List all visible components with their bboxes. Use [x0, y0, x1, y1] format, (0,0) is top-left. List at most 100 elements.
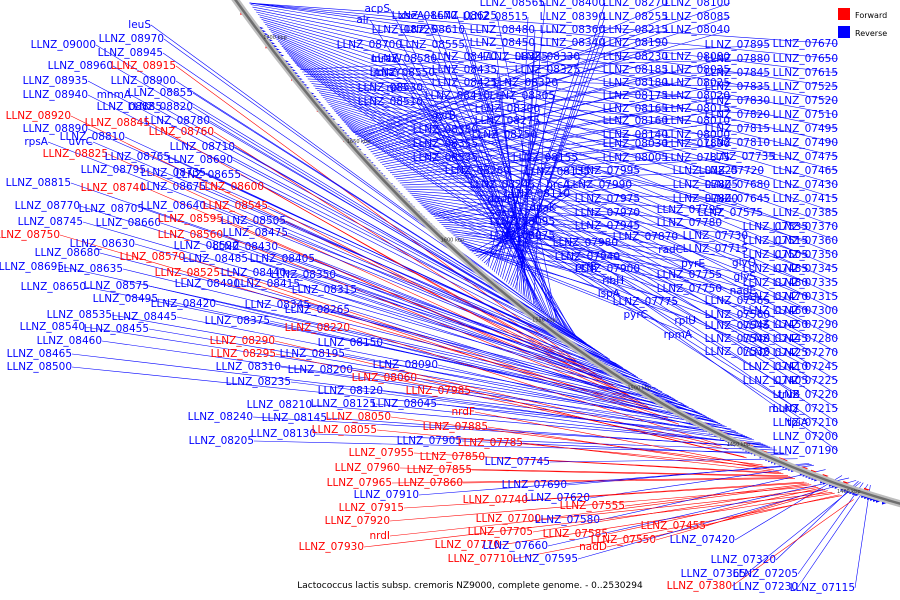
gene-label[interactable]: LLNZ_08485: [183, 253, 248, 265]
gene-label[interactable]: LLNZ_08240: [188, 411, 253, 423]
gene-label[interactable]: LLNZ_08970: [99, 33, 164, 45]
gene-label[interactable]: LLNZ_08575: [84, 280, 149, 292]
gene-label[interactable]: LLNZ_08270: [603, 0, 668, 9]
gene-label[interactable]: LLNZ_08155: [513, 152, 578, 164]
gene-label[interactable]: LLNZ_08325: [515, 64, 580, 76]
gene-label[interactable]: LLNZ_07880: [705, 53, 770, 65]
gene-label[interactable]: LLNZ_07585: [543, 528, 608, 540]
gene-label[interactable]: LLNZ_07970: [575, 207, 640, 219]
gene-label[interactable]: LLNZ_08345: [245, 299, 310, 311]
gene-label[interactable]: LLNZ_08400: [540, 0, 605, 9]
gene-label[interactable]: LLNZ_08085: [665, 11, 730, 23]
gene-label[interactable]: LLNZ_08660: [96, 217, 161, 229]
gene-label[interactable]: LLNZ_08030: [603, 138, 668, 150]
gene-label[interactable]: LLNZ_07380: [667, 580, 732, 592]
gene-label[interactable]: LLNZ_08250: [472, 129, 537, 141]
gene-label[interactable]: LLNZ_08180: [603, 77, 668, 89]
gene-label[interactable]: LLNZ_07955: [349, 447, 414, 459]
gene-label[interactable]: LLNZ_08760: [149, 126, 214, 138]
gene-label[interactable]: LLNZ_07730: [683, 230, 748, 242]
gene-label[interactable]: LLNZ_08220: [285, 322, 350, 334]
gene-label[interactable]: LLNZ_07850: [420, 451, 485, 463]
gene-label[interactable]: LLNZ_07905: [397, 435, 462, 447]
gene-label[interactable]: LLNZ_07460: [743, 305, 808, 317]
gene-label[interactable]: LLNZ_08075: [490, 230, 555, 242]
gene-label[interactable]: nadE: [730, 285, 756, 297]
gene-label[interactable]: LLNZ_07900: [575, 263, 640, 275]
gene-label[interactable]: LLNZ_08470: [432, 51, 497, 63]
gene-label[interactable]: LLNZ_07245: [773, 361, 838, 373]
gene-label[interactable]: LLNZ_08330: [515, 51, 580, 63]
gene-label[interactable]: lspA: [598, 288, 621, 300]
gene-label[interactable]: LLNZ_07365: [681, 568, 746, 580]
gene-label[interactable]: deoD: [487, 193, 515, 205]
gene-label[interactable]: LLNZ_07710: [448, 553, 513, 565]
gene-label[interactable]: LLNZ_07115: [790, 582, 855, 594]
gene-label[interactable]: glyS: [734, 271, 757, 283]
gene-label[interactable]: LLNZ_08465: [7, 348, 72, 360]
gene-label[interactable]: LLNZ_08795: [81, 164, 146, 176]
gene-label[interactable]: ribH: [602, 275, 624, 287]
gene-label[interactable]: LLNZ_07410: [743, 361, 808, 373]
gene-label[interactable]: LLNZ_08420: [151, 298, 216, 310]
gene-label[interactable]: prfB: [575, 261, 597, 273]
gene-label[interactable]: hrcA: [546, 179, 571, 191]
gene-label[interactable]: LLNZ_08050: [326, 411, 391, 423]
gene-label[interactable]: LLNZ_08695: [0, 261, 64, 273]
gene-label[interactable]: LLNZ_07300: [773, 305, 838, 317]
gene-label[interactable]: LLNZ_07520: [773, 95, 838, 107]
gene-label[interactable]: LLNZ_08670: [392, 10, 457, 22]
gene-label[interactable]: LLNZ_08825: [43, 148, 108, 160]
gene-label[interactable]: LLNZ_08410: [425, 90, 490, 102]
gene-label[interactable]: LLNZ_08440: [221, 267, 286, 279]
gene-label[interactable]: LLNZ_08355: [413, 138, 478, 150]
gene-label[interactable]: LLNZ_08890: [23, 123, 88, 135]
gene-label[interactable]: LLNZ_08360: [540, 24, 605, 36]
gene-label[interactable]: LLNZ_08300: [475, 103, 540, 115]
gene-label[interactable]: LLNZ_08480: [470, 24, 535, 36]
gene-label[interactable]: LLNZ_07190: [773, 445, 838, 457]
gene-label[interactable]: LLNZ_07820: [705, 109, 770, 121]
gene-label[interactable]: LLNZ_07660: [483, 540, 548, 552]
gene-label[interactable]: LLNZ_07715: [683, 243, 748, 255]
gene-label[interactable]: alr: [356, 14, 370, 26]
gene-label[interactable]: LLNZ_08540: [20, 321, 85, 333]
gene-label[interactable]: LLNZ_07515: [743, 235, 808, 247]
gene-label[interactable]: LLNZ_08060: [352, 372, 417, 384]
gene-label[interactable]: LLNZ_08565: [480, 0, 545, 9]
gene-label[interactable]: LLNZ_08010: [665, 115, 730, 127]
gene-label[interactable]: LLNZ_07680: [705, 179, 770, 191]
gene-label[interactable]: LLNZ_07805: [673, 179, 738, 191]
gene-label[interactable]: acpS: [364, 3, 390, 15]
gene-label[interactable]: LLNZ_07795: [657, 204, 722, 216]
gene-label[interactable]: nadD: [579, 541, 607, 553]
gene-label[interactable]: LLNZ_07335: [773, 277, 838, 289]
gene-label[interactable]: LLNZ_08515: [463, 11, 528, 23]
gene-label[interactable]: LLNZ_07740: [463, 494, 528, 506]
gene-label[interactable]: LLNZ_07940: [555, 251, 620, 263]
gene-label[interactable]: LLNZ_07620: [525, 492, 590, 504]
gene-label[interactable]: LLNZ_07855: [407, 464, 472, 476]
gene-label[interactable]: LLNZ_07470: [743, 291, 808, 303]
gene-label[interactable]: LLNZ_08005: [603, 152, 668, 164]
gene-label[interactable]: LLNZ_08200: [288, 364, 353, 376]
gene-label[interactable]: LLNZ_08530: [358, 82, 423, 94]
gene-label[interactable]: LLNZ_08535: [47, 309, 112, 321]
gene-label[interactable]: LLNZ_07810: [705, 137, 770, 149]
gene-label[interactable]: truB: [778, 389, 800, 401]
gene-label[interactable]: LLNZ_08520: [174, 240, 239, 252]
gene-label[interactable]: LLNZ_08040: [665, 24, 730, 36]
gene-label[interactable]: LLNZ_08100: [665, 0, 730, 9]
gene-label[interactable]: LLNZ_07735: [710, 151, 775, 163]
gene-label[interactable]: LLNZ_08150: [318, 337, 383, 349]
gene-label[interactable]: LLNZ_07720: [699, 165, 764, 177]
gene-label[interactable]: LLNZ_07800: [673, 193, 738, 205]
gene-label[interactable]: LLNZ_08055: [312, 424, 377, 436]
gene-label[interactable]: LLNZ_07580: [535, 514, 600, 526]
gene-label[interactable]: LLNZ_07490: [773, 137, 838, 149]
gene-label[interactable]: pyrC: [623, 309, 648, 321]
gene-label[interactable]: LLNZ_08770: [15, 200, 80, 212]
gene-label[interactable]: LLNZ_08560: [158, 229, 223, 241]
gene-label[interactable]: LLNZ_08080: [665, 51, 730, 63]
gene-label[interactable]: LLNZ_07485: [743, 263, 808, 275]
